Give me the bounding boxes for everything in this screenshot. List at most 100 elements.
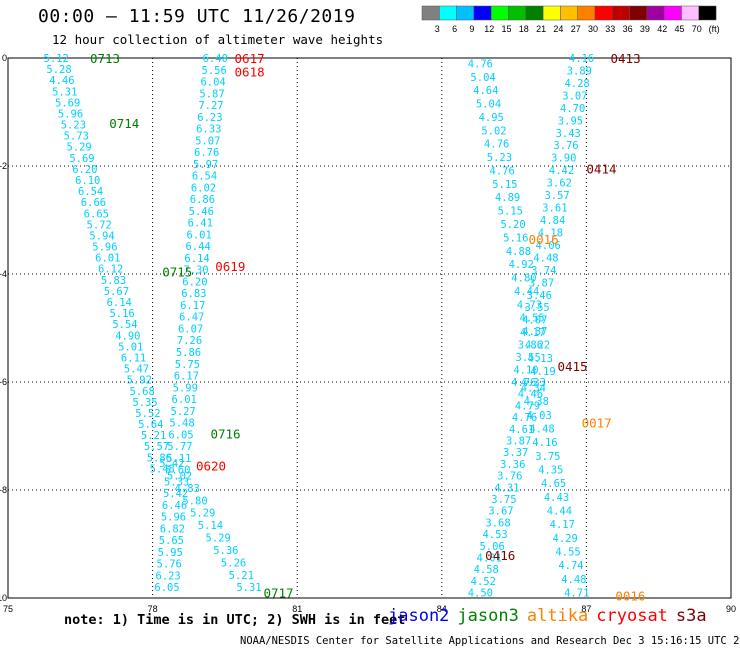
wave-height-point: 6.33 [196, 124, 221, 136]
legend-altika: altika [526, 606, 589, 626]
wave-height-point: 4.16 [532, 437, 557, 449]
x-tick-label: 84 [437, 604, 447, 612]
wave-height-point: 5.21 [229, 570, 254, 582]
legend-jason2: jason2 [388, 606, 450, 626]
wave-height-point: 5.42 [159, 458, 184, 470]
wave-height-point: 4.19 [530, 366, 555, 378]
wave-height-point: 5.68 [130, 386, 155, 398]
wave-height-point: 4.55 [555, 547, 580, 559]
chart-subtitle: 12 hour collection of altimeter wave hei… [52, 32, 384, 47]
wave-height-point: 5.52 [135, 408, 160, 420]
wave-height-point: 3.76 [497, 471, 522, 483]
wave-height-point: 7.30 [183, 265, 208, 277]
pass-label: 0716 [210, 426, 240, 441]
wave-height-point: 4.88 [506, 246, 531, 258]
wave-height-point: 6.65 [84, 208, 109, 220]
pass-label: 0016 [615, 588, 645, 603]
wave-height-point: 5.36 [213, 545, 238, 557]
wave-height-point: 5.33 [164, 476, 189, 488]
color-scale-label: 42 [657, 24, 667, 34]
legend-jason3: jason3 [457, 606, 519, 626]
pass-label: 0618 [235, 65, 265, 80]
wave-height-point: 5.16 [503, 232, 528, 244]
wave-height-point: 4.01 [477, 553, 502, 565]
color-scale-legend: 3 6 9 12 15 18 21 24 27 30 33 36 39 42 45 70 (ft) [421, 5, 720, 34]
wave-height-point: 5.75 [175, 359, 200, 371]
wave-height-point: 6.20 [182, 276, 207, 288]
wave-height-point: 5.11 [166, 453, 191, 465]
color-scale-label: 30 [588, 24, 598, 34]
wave-height-point: 3.46 [527, 290, 552, 302]
wave-height-point: 3.55 [516, 352, 541, 364]
wave-height-point: 5.65 [159, 535, 184, 547]
wave-height-point: 4.29 [553, 533, 578, 545]
wave-height-point: 4.61 [509, 424, 534, 436]
wave-height-point: 3.57 [544, 190, 569, 202]
wave-height-point: 5.48 [150, 463, 175, 475]
x-tick-label: 75 [3, 604, 13, 612]
wave-height-point: 6.83 [181, 288, 206, 300]
wave-height-point: 6.14 [107, 297, 132, 309]
wave-height-point: 6.10 [75, 175, 100, 187]
wave-height-point: 5.94 [89, 230, 114, 242]
color-scale-label: (ft) [709, 24, 720, 34]
wave-height-point: 4.89 [495, 192, 520, 204]
wave-height-point: 5.86 [176, 347, 201, 359]
wave-height-point: 5.64 [138, 419, 163, 431]
wave-height-point: 4.48 [529, 423, 554, 435]
wave-height-point: 3.95 [558, 115, 583, 127]
wave-height-point: 5.97 [193, 159, 218, 171]
wave-height-point: 3.07 [562, 90, 587, 102]
wave-height-point: 5.07 [195, 135, 220, 147]
wave-height-point: 5.54 [112, 319, 137, 331]
wave-height-point: 5.92 [127, 375, 152, 387]
wave-height-point: 5.69 [69, 153, 94, 165]
wave-height-point: 6.07 [178, 323, 203, 335]
wave-height-point: 5.29 [66, 142, 91, 154]
wave-height-point: 5.29 [190, 508, 215, 520]
wave-height-point: 5.96 [92, 242, 117, 254]
wave-height-point: 4.07 [522, 315, 547, 327]
color-swatch [698, 5, 717, 21]
wave-height-point: 6.44 [185, 241, 210, 253]
wave-height-point: 5.12 [44, 53, 69, 65]
wave-height-point: 4.44 [547, 506, 572, 518]
wave-height-point: 4.64 [473, 85, 498, 97]
wave-height-point: 4.46 [518, 389, 543, 401]
pass-label: 0016 [529, 232, 559, 247]
wave-height-point: 6.01 [95, 253, 120, 265]
pass-label: 0414 [586, 162, 616, 177]
wave-height-point: 6.17 [174, 371, 199, 383]
wave-height-point: 4.42 [549, 165, 574, 177]
wave-height-point: 4.90 [115, 330, 140, 342]
wave-height-point: 3.62 [547, 178, 572, 190]
wave-height-point: 4.79 [515, 400, 540, 412]
color-scale-label: 3 [435, 24, 440, 34]
pass-label: 0416 [485, 548, 515, 563]
wave-height-point: 3.67 [488, 506, 513, 518]
wave-height-point: 4.44 [514, 286, 539, 298]
wave-height-point: 6.12 [98, 264, 123, 276]
pass-label: 0713 [90, 51, 120, 66]
wave-height-point: 5.95 [158, 547, 183, 559]
wave-height-point: 3.61 [542, 203, 567, 215]
wave-height-point: 4.53 [482, 529, 507, 541]
wave-height-point: 5.28 [46, 64, 71, 76]
wave-height-point: 3.55 [524, 302, 549, 314]
wave-height-point: 5.02 [167, 470, 192, 482]
color-scale-label: 24 [553, 24, 563, 34]
wave-height-point: 5.83 [101, 275, 126, 287]
wave-height-point: 5.06 [479, 541, 504, 553]
wave-height-point: 5.80 [182, 495, 207, 507]
wave-height-point: 4.76 [490, 165, 515, 177]
wave-height-point: 4.58 [474, 564, 499, 576]
satellite-legend: jason2 jason3 altika cryosat s3a [388, 606, 715, 626]
wave-height-point: 3.86 [518, 340, 543, 352]
color-scale-label: 33 [605, 24, 615, 34]
wave-height-point: 5.46 [189, 206, 214, 218]
wave-height-point: 3.43 [556, 128, 581, 140]
x-tick-label: 78 [148, 604, 158, 612]
wave-height-point: 4.48 [533, 252, 558, 264]
pass-label: 0619 [215, 259, 245, 274]
wave-height-point: 4.17 [520, 327, 545, 339]
